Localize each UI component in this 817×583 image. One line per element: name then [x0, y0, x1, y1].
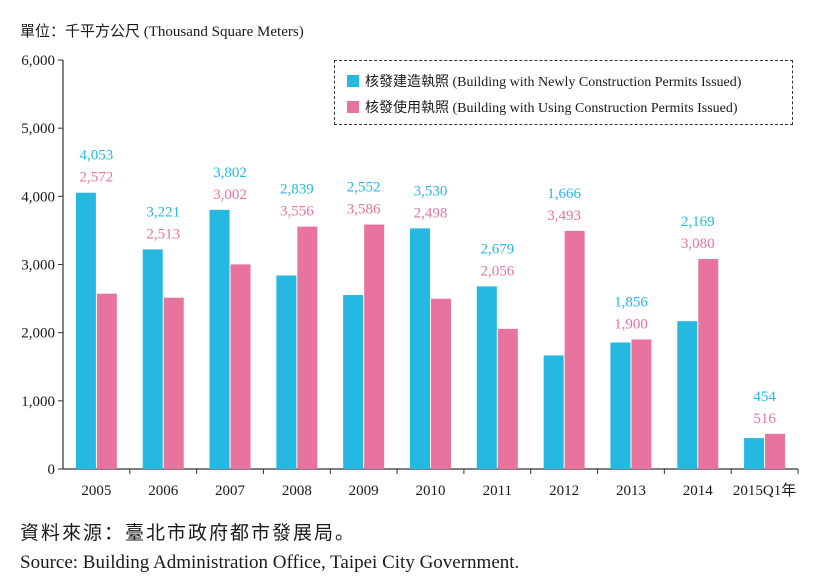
unit-label: 單位：千平方公尺 (Thousand Square Meters) [20, 24, 304, 40]
data-label-series-1: 1,666 [547, 186, 581, 202]
x-tick-label: 2009 [349, 483, 379, 499]
data-label-series-2: 2,056 [480, 263, 514, 279]
data-label-series-2: 3,002 [213, 187, 247, 203]
legend-label-series-1: 核發建造執照 (Building with Newly Construction… [365, 75, 742, 90]
x-tick-label: 2005 [81, 483, 111, 499]
bar-series-2 [96, 293, 117, 469]
data-label-series-1: 2,169 [681, 214, 715, 230]
bar-series-1 [209, 209, 230, 470]
chart-legend: 核發建造執照 (Building with Newly Construction… [334, 60, 793, 125]
x-tick-label: 2012 [549, 483, 579, 499]
bar-series-1 [142, 249, 163, 469]
y-tick-label: 6,000 [21, 53, 55, 69]
data-label-series-2: 2,513 [146, 226, 180, 242]
bar-series-1 [744, 438, 765, 469]
source-note-zh: 資料來源：臺北市政府都市發展局。 [20, 522, 357, 544]
bar-series-2 [297, 226, 318, 469]
y-tick-label: 5,000 [21, 121, 55, 137]
legend-swatch-series-1 [347, 75, 359, 87]
legend-item-series-2: 核發使用執照 (Building with Using Construction… [347, 94, 792, 120]
bar-series-1 [476, 286, 497, 469]
bar-series-2 [564, 230, 585, 469]
bar-series-1 [410, 228, 430, 469]
x-tick-label: 2007 [215, 483, 246, 499]
bar-series-1 [677, 321, 698, 469]
y-tick-label: 4,000 [21, 189, 55, 205]
bar-chart: 0 1,000 2,000 3,000 4,000 5,000 6,000 4,053 2,57… [21, 53, 799, 499]
y-tick-label: 1,000 [21, 394, 55, 410]
y-tick-label: 2,000 [21, 326, 55, 342]
x-tick-label: 2013 [616, 483, 646, 499]
data-label-series-2: 2,498 [414, 205, 448, 221]
legend-label-series-2: 核發使用執照 (Building with Using Construction… [365, 101, 738, 116]
bar-series-1 [610, 342, 631, 469]
x-tick-label: 2011 [483, 483, 512, 499]
bar-series-2 [497, 328, 518, 469]
bar-series-1 [75, 192, 96, 469]
data-label-series-2: 3,080 [681, 236, 715, 252]
bar-series-2 [765, 433, 786, 469]
x-tick-label: 2015Q1年 [733, 482, 796, 499]
bar-series-2 [230, 264, 251, 469]
data-label-series-1: 1,856 [614, 294, 648, 310]
data-label-series-1: 3,802 [213, 165, 247, 181]
data-label-series-2: 3,556 [280, 204, 314, 220]
bar-series-2 [364, 224, 385, 469]
x-tick-label: 2014 [683, 483, 714, 499]
y-tick-label: 3,000 [21, 258, 55, 274]
data-label-series-1: 3,530 [414, 183, 448, 199]
data-label-series-1: 454 [753, 389, 776, 405]
data-label-series-1: 4,053 [80, 148, 114, 164]
legend-item-series-1: 核發建造執照 (Building with Newly Construction… [347, 68, 792, 94]
x-tick-label: 2006 [148, 483, 179, 499]
x-tick-label: 2010 [416, 483, 446, 499]
bar-series-1 [343, 295, 364, 469]
data-label-series-2: 3,493 [547, 208, 581, 224]
data-label-series-1: 2,839 [280, 182, 314, 198]
x-tick-label: 2008 [282, 483, 312, 499]
legend-swatch-series-2 [347, 101, 359, 113]
data-label-series-2: 3,586 [347, 202, 381, 218]
data-label-series-2: 2,572 [80, 170, 114, 186]
data-label-series-1: 2,552 [347, 180, 381, 196]
bar-series-1 [543, 355, 564, 469]
data-label-series-1: 3,221 [146, 204, 180, 220]
bar-series-1 [276, 275, 297, 469]
bar-series-2 [631, 339, 652, 469]
y-tick-label: 0 [48, 462, 56, 478]
data-label-series-2: 516 [753, 411, 776, 427]
bar-series-2 [431, 298, 451, 469]
source-note-en: Source: Building Administration Office, … [20, 552, 520, 573]
data-label-series-2: 1,900 [614, 316, 648, 332]
bar-series-2 [163, 297, 184, 469]
bar-series-2 [698, 259, 719, 469]
data-label-series-1: 2,679 [480, 241, 514, 257]
